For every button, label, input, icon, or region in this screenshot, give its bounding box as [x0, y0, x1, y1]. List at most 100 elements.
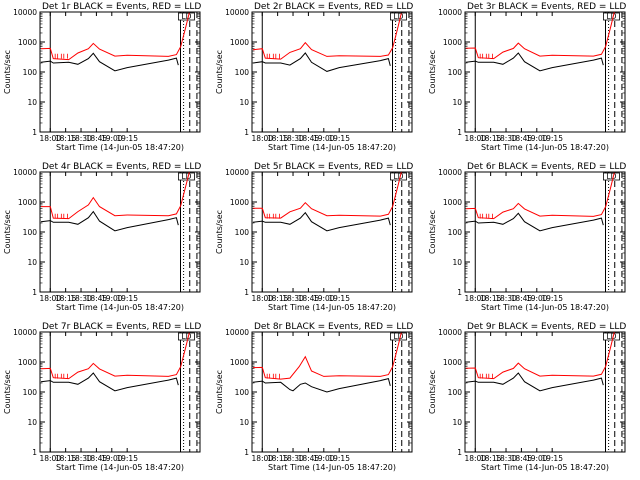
- y-tick-label: 1000: [18, 358, 37, 367]
- y-axis-label: Counts/sec: [215, 370, 224, 414]
- y-tick-label: 1: [244, 288, 249, 297]
- x-tick-label: 19:00: [526, 294, 548, 303]
- y-axis-label: Counts/sec: [3, 370, 12, 414]
- y-tick-label: 1000: [230, 198, 249, 207]
- x-tick-label: 18:45: [511, 454, 533, 463]
- ld-tag-box: [390, 172, 407, 181]
- panel-4: Det 4r BLACK = Events, RED = LLD 1 10 100 10…: [3, 162, 201, 312]
- x-tick-label: 19:15: [328, 134, 350, 143]
- x-tick-label: 19:15: [328, 454, 350, 463]
- x-axis-label: Start Time (14-Jun-05 18:47:20): [56, 463, 184, 472]
- y-tick-label: 1: [32, 288, 37, 297]
- y-tick-label: 1000: [230, 358, 249, 367]
- x-tick-label: 18:45: [298, 134, 320, 143]
- y-tick-label: 10000: [438, 8, 462, 17]
- x-tick-label: 18:30: [282, 454, 304, 463]
- y-tick-label: 10000: [225, 328, 249, 337]
- y-tick-label: 1000: [443, 358, 462, 367]
- x-tick-label: 18:00: [251, 294, 273, 303]
- y-axis-label: Counts/sec: [428, 210, 437, 254]
- panel-title: Det 6r BLACK = Events, RED = LLD: [467, 162, 626, 172]
- ld-tag-label: LD: [181, 332, 191, 341]
- y-tick-label: 10: [452, 418, 462, 427]
- x-tick-label: 19:00: [101, 134, 123, 143]
- x-tick-label: 18:00: [251, 454, 273, 463]
- panel-title: Det 9r BLACK = Events, RED = LLD: [467, 322, 626, 332]
- lld-series-line: [41, 172, 190, 220]
- x-tick-label: 19:00: [313, 134, 335, 143]
- lld-series-line: [40, 12, 190, 61]
- x-axis-label: Start Time (14-Jun-05 18:47:20): [481, 303, 609, 312]
- y-tick-label: 100: [235, 388, 250, 397]
- x-tick-label: 19:00: [526, 454, 548, 463]
- ld-tag-label: LD: [606, 172, 616, 181]
- x-tick-label: 18:15: [267, 454, 289, 463]
- ld-tag-box: [178, 332, 195, 341]
- plot-frame: [251, 11, 413, 133]
- panel-8: Det 8r BLACK = Events, RED = LLD 1 10 100 10…: [215, 322, 413, 472]
- panel-2: Det 2r BLACK = Events, RED = LLD 1 10 100 10…: [215, 2, 413, 152]
- x-axis-label: Start Time (14-Jun-05 18:47:20): [481, 463, 609, 472]
- x-tick-label: 18:15: [55, 454, 77, 463]
- y-tick-label: 1000: [18, 198, 37, 207]
- x-axis-label: Start Time (14-Jun-05 18:47:20): [56, 303, 184, 312]
- x-tick-label: 18:15: [55, 134, 77, 143]
- x-tick-label: 18:00: [39, 134, 61, 143]
- lld-series-line: [465, 172, 615, 220]
- panel-1: Det 1r BLACK = Events, RED = LLD 1 10 100 10…: [3, 2, 201, 152]
- plot-frame: [464, 331, 626, 453]
- x-tick-label: 18:00: [251, 134, 273, 143]
- y-axis-label: Counts/sec: [3, 210, 12, 254]
- x-tick-label: 18:00: [39, 454, 61, 463]
- lld-series-line: [253, 172, 402, 219]
- plot-frame: [464, 171, 626, 293]
- y-tick-label: 100: [448, 228, 463, 237]
- x-tick-label: 18:30: [282, 134, 304, 143]
- y-tick-label: 10: [239, 418, 249, 427]
- y-tick-label: 10: [27, 418, 37, 427]
- y-tick-label: 1: [457, 128, 462, 137]
- y-tick-label: 10000: [13, 168, 37, 177]
- x-tick-label: 18:15: [267, 134, 289, 143]
- y-tick-label: 10000: [438, 168, 462, 177]
- x-tick-label: 18:00: [464, 454, 486, 463]
- x-tick-label: 18:15: [55, 294, 77, 303]
- y-tick-label: 1: [244, 448, 249, 457]
- y-tick-label: 100: [235, 68, 250, 77]
- plot-frame: [39, 171, 201, 293]
- x-tick-label: 19:15: [328, 294, 350, 303]
- x-tick-label: 18:30: [70, 454, 92, 463]
- y-tick-label: 1: [457, 448, 462, 457]
- x-tick-label: 18:45: [86, 294, 108, 303]
- y-tick-label: 100: [23, 388, 38, 397]
- x-tick-label: 19:15: [116, 294, 138, 303]
- lld-series-line: [252, 332, 402, 380]
- y-tick-label: 100: [23, 68, 38, 77]
- y-axis-label: Counts/sec: [428, 370, 437, 414]
- y-tick-label: 10000: [13, 328, 37, 337]
- panel-title: Det 8r BLACK = Events, RED = LLD: [254, 322, 413, 332]
- y-tick-label: 10000: [438, 328, 462, 337]
- panel-title: Det 5r BLACK = Events, RED = LLD: [254, 162, 413, 172]
- panel-title: Det 2r BLACK = Events, RED = LLD: [254, 2, 413, 12]
- x-tick-label: 18:30: [70, 294, 92, 303]
- plot-frame: [251, 331, 413, 453]
- events-series-line: [40, 372, 179, 392]
- panel-7: Det 7r BLACK = Events, RED = LLD 1 10 100 10…: [3, 322, 201, 472]
- x-tick-label: 18:15: [267, 294, 289, 303]
- x-tick-label: 18:45: [298, 294, 320, 303]
- ld-tag-box: [603, 332, 620, 341]
- panel-title: Det 1r BLACK = Events, RED = LLD: [42, 2, 201, 12]
- ld-tag-label: LD: [606, 332, 616, 341]
- x-tick-label: 19:00: [313, 294, 335, 303]
- x-tick-label: 19:00: [101, 454, 123, 463]
- events-series-line: [252, 211, 391, 232]
- y-tick-label: 10000: [225, 168, 249, 177]
- y-tick-label: 10: [452, 258, 462, 267]
- panel-6: Det 6r BLACK = Events, RED = LLD 1 10 100 10…: [428, 162, 626, 312]
- ld-tag-label: LD: [181, 172, 191, 181]
- ld-tag-label: LD: [181, 12, 191, 21]
- ld-tag-label: LD: [606, 12, 616, 21]
- ld-tag-box: [390, 332, 407, 341]
- lld-series-line: [40, 332, 190, 380]
